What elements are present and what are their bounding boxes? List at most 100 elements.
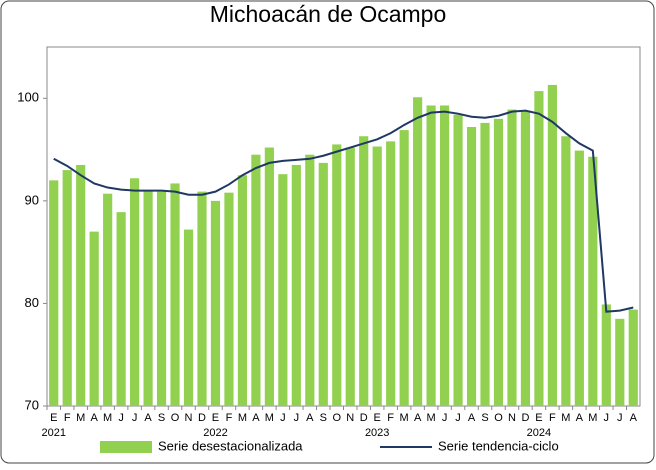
bar	[386, 141, 396, 406]
x-tick-label: E	[535, 412, 542, 424]
bar	[561, 136, 571, 407]
x-tick-label: J	[617, 412, 623, 424]
x-tick-label: M	[400, 412, 409, 424]
bar	[237, 175, 248, 406]
x-tick-label: J	[294, 412, 300, 424]
legend-label: Serie desestacionalizada	[158, 438, 303, 453]
bar	[116, 212, 126, 406]
x-tick-label: F	[387, 412, 394, 424]
bar	[224, 192, 234, 406]
x-tick-label: A	[468, 412, 476, 424]
bar	[453, 114, 463, 406]
x-tick-label: E	[50, 412, 57, 424]
bar	[264, 147, 274, 406]
year-label: 2024	[527, 427, 551, 439]
x-tick-label: M	[103, 412, 112, 424]
bar	[493, 118, 504, 407]
x-tick-label: D	[521, 412, 529, 424]
trend-line	[53, 109, 634, 313]
bar	[413, 97, 423, 406]
x-tick-label: J	[455, 412, 461, 424]
bar	[615, 318, 625, 406]
x-tick-label: S	[481, 412, 488, 424]
bar	[210, 200, 221, 406]
x-tick-label: A	[630, 412, 638, 424]
bar	[197, 191, 207, 406]
x-tick-label: O	[494, 412, 503, 424]
x-tick-label: M	[588, 412, 597, 424]
x-tick-label: A	[252, 412, 260, 424]
bar	[534, 91, 544, 406]
legend-swatch	[100, 441, 152, 453]
y-tick-label: 80	[25, 295, 39, 310]
x-tick-label: D	[360, 412, 368, 424]
bar	[507, 109, 517, 406]
bar	[372, 146, 382, 406]
x-tick-label: A	[144, 412, 152, 424]
x-tick-label: J	[118, 412, 124, 424]
bar	[588, 156, 598, 406]
bar	[130, 178, 140, 406]
bar	[332, 144, 342, 406]
x-tick-label: O	[332, 412, 341, 424]
x-tick-label: A	[576, 412, 584, 424]
bar	[426, 105, 436, 407]
x-tick-label: J	[280, 412, 286, 424]
x-tick-label: M	[427, 412, 436, 424]
year-label: 2022	[203, 427, 227, 439]
bar	[103, 193, 113, 406]
bar	[359, 136, 369, 407]
bar	[251, 154, 261, 406]
bar	[574, 150, 584, 406]
x-tick-label: S	[320, 412, 327, 424]
bar	[76, 164, 86, 406]
x-tick-label: D	[198, 412, 206, 424]
bar	[305, 154, 315, 406]
bar	[143, 190, 153, 406]
x-tick-label: E	[374, 412, 381, 424]
year-label: 2023	[365, 427, 389, 439]
x-tick-label: A	[414, 412, 422, 424]
bar	[439, 105, 450, 407]
x-tick-label: M	[561, 412, 570, 424]
y-tick-label: 70	[25, 397, 39, 412]
x-tick-label: F	[64, 412, 71, 424]
bar	[318, 162, 328, 406]
x-tick-label: O	[171, 412, 180, 424]
bar	[399, 130, 409, 406]
bar	[62, 170, 72, 406]
x-tick-label: J	[132, 412, 138, 424]
x-tick-label: A	[90, 412, 98, 424]
x-tick-label: F	[226, 412, 233, 424]
bar	[170, 183, 180, 406]
bar	[466, 127, 477, 407]
bar	[278, 174, 288, 406]
x-tick-label: S	[158, 412, 165, 424]
x-tick-label: M	[76, 412, 85, 424]
bar	[628, 309, 638, 406]
x-tick-label: N	[346, 412, 354, 424]
bar	[89, 231, 99, 406]
y-tick-label: 90	[25, 192, 39, 207]
bar	[291, 164, 301, 406]
bar	[49, 180, 59, 406]
bar	[601, 304, 611, 406]
x-tick-label: N	[185, 412, 193, 424]
x-tick-label: A	[306, 412, 314, 424]
y-tick-label: 100	[17, 90, 39, 105]
x-tick-label: E	[212, 412, 219, 424]
legend-label: Serie tendencia-ciclo	[438, 438, 559, 453]
year-label: 2021	[41, 427, 65, 439]
x-tick-label: J	[604, 412, 610, 424]
bar	[520, 110, 531, 406]
x-tick-label: J	[442, 412, 448, 424]
bar	[547, 84, 557, 407]
x-tick-label: M	[238, 412, 247, 424]
bar	[156, 191, 167, 406]
x-tick-label: F	[549, 412, 556, 424]
bar	[480, 122, 490, 406]
bar	[183, 229, 194, 406]
x-tick-label: N	[508, 412, 516, 424]
x-tick-label: M	[265, 412, 274, 424]
